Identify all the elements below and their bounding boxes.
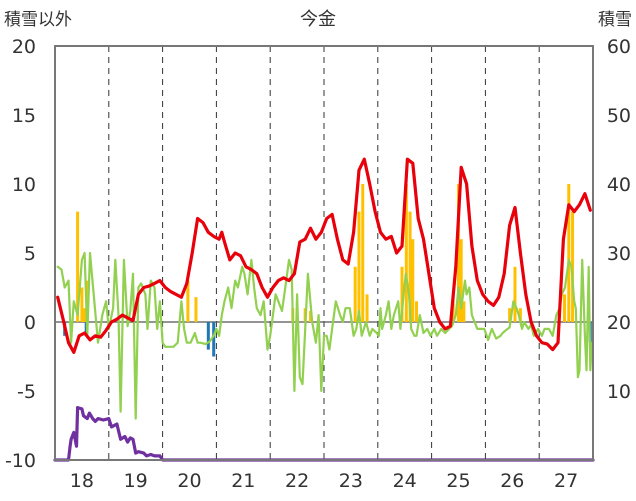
x-tick-label: 27 [554, 470, 578, 492]
grid [54, 46, 593, 460]
bar-yellow [186, 280, 190, 322]
y-right-tick-label: 50 [607, 105, 631, 127]
bar-yellow [415, 301, 419, 322]
plot-frame [54, 45, 594, 461]
series-line-purple [53, 406, 595, 462]
bar-yellow [80, 287, 84, 322]
bar-yellow [85, 280, 89, 322]
bar-yellow [361, 184, 365, 322]
y-right-tick-label: 10 [607, 381, 631, 403]
y-left-tick-label: 5 [24, 243, 36, 265]
bar-yellow [404, 184, 408, 322]
frame-rect [54, 45, 594, 461]
bar-yellow [194, 297, 198, 322]
y-right-tick-label: 30 [607, 243, 631, 265]
y-right-tick-label: 20 [607, 312, 631, 334]
y-left-tick-label: 15 [12, 105, 36, 127]
bar-yellow [567, 184, 571, 322]
y-right-tick-label: 60 [607, 36, 631, 58]
x-tick-label: 23 [339, 470, 363, 492]
bar-yellow [400, 266, 404, 322]
y-left-tick-label: 20 [12, 36, 36, 58]
bar-yellow [365, 294, 369, 322]
bar-yellow [459, 239, 463, 322]
y-left-tick-label: 10 [12, 174, 36, 196]
y-left-tick-label: 0 [24, 312, 36, 334]
bar-yellow [508, 308, 512, 322]
bar-yellow [408, 211, 412, 322]
bar-yellow [411, 239, 415, 322]
series-line-red [56, 157, 592, 354]
chart-title: 今金 [300, 9, 336, 30]
x-tick-label: 26 [500, 470, 524, 492]
bar-blue [212, 322, 216, 357]
series-line-green [56, 251, 593, 420]
bar-yellow [513, 266, 517, 322]
bar-blue [206, 322, 210, 350]
bar-yellow [457, 184, 460, 322]
x-tick-label: 21 [231, 470, 255, 492]
bar-yellow [83, 308, 87, 322]
y-left-tick-label: -5 [17, 381, 36, 403]
y-axis-right: 10 20 30 40 50 60 [607, 36, 631, 403]
left-axis-label: 積雪以外 [4, 10, 72, 30]
lines [53, 157, 595, 462]
bar-yellow [562, 294, 566, 322]
y-axis-left: -10 -5 0 5 10 15 20 [5, 36, 36, 472]
bar-yellow [357, 211, 361, 322]
x-tick-label: 20 [177, 470, 201, 492]
bar-yellow [353, 266, 357, 322]
right-axis-label: 積雪 [598, 10, 632, 30]
y-right-tick-label: 40 [607, 174, 631, 196]
bars-yellow [76, 184, 575, 322]
bar-yellow [309, 310, 313, 322]
y-left-tick-label: -10 [5, 450, 36, 472]
x-tick-label: 18 [70, 470, 94, 492]
x-tick-label: 22 [285, 470, 309, 492]
bar-yellow [462, 301, 466, 322]
x-axis: 18 19 20 21 22 23 24 25 26 27 [70, 470, 578, 492]
bar-yellow [518, 308, 522, 322]
x-tick-label: 24 [393, 470, 417, 492]
bar-yellow [76, 211, 80, 322]
x-tick-label: 19 [124, 470, 148, 492]
x-tick-label: 25 [446, 470, 470, 492]
